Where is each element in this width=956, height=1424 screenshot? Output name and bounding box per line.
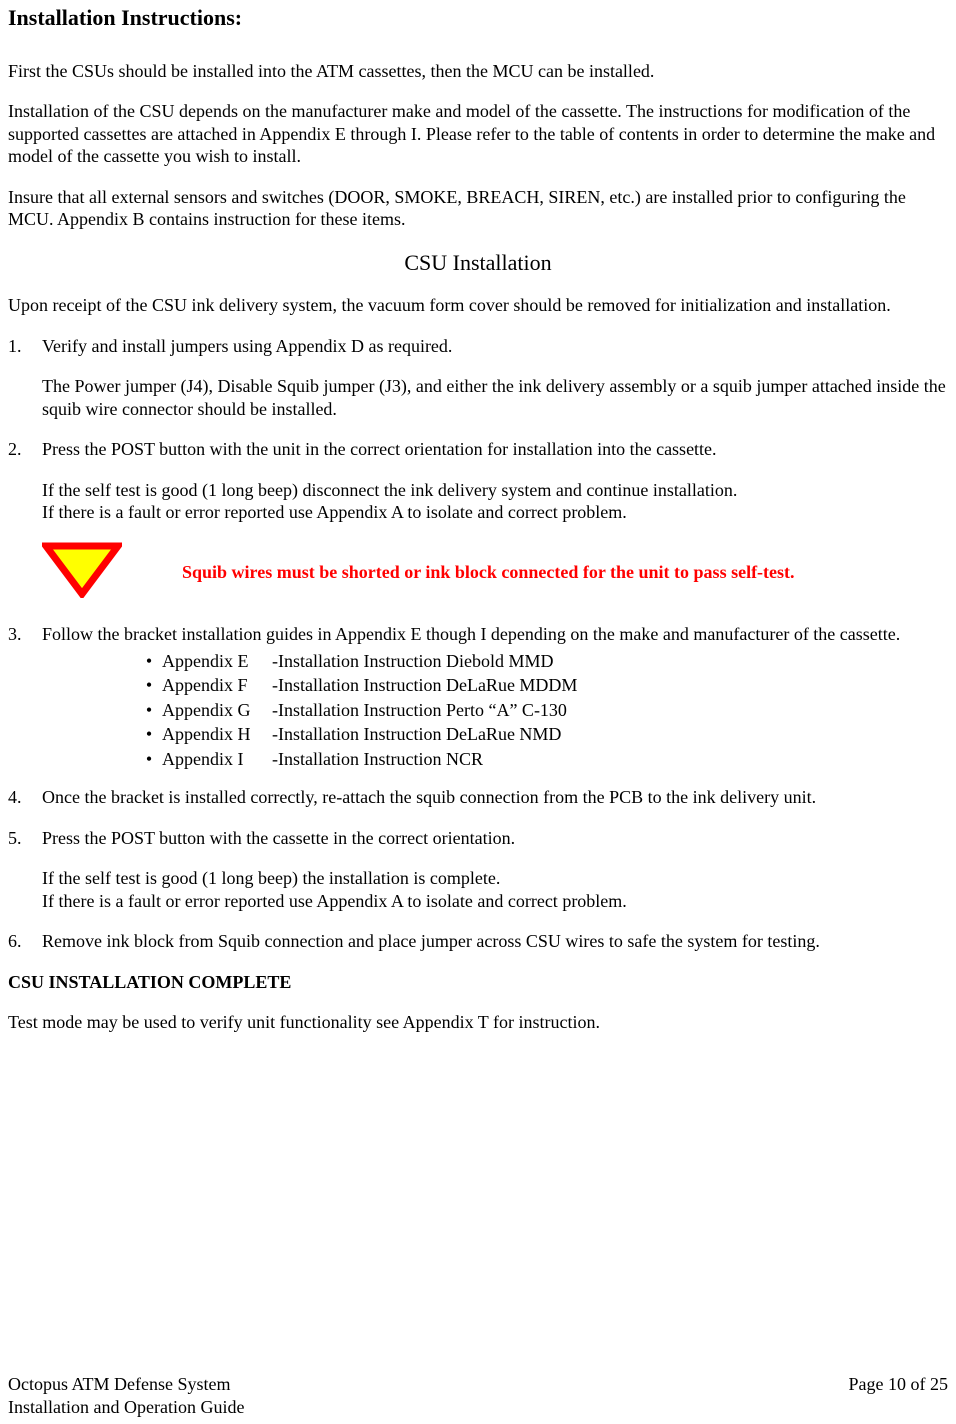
step-subtext: If the self test is good (1 long beep) t… [42, 867, 948, 890]
installation-complete: CSU INSTALLATION COMPLETE [8, 971, 948, 994]
step-6: 6. Remove ink block from Squib connectio… [8, 930, 948, 953]
appendix-label: Appendix G [162, 699, 272, 722]
step-number: 3. [8, 623, 42, 646]
step-number: 2. [8, 438, 42, 524]
footer-left: Octopus ATM Defense System Installation … [8, 1373, 244, 1418]
step-subtext: If there is a fault or error reported us… [42, 501, 948, 524]
footer-page-number: Page 10 of 25 [849, 1373, 948, 1418]
warning-callout: Squib wires must be shorted or ink block… [42, 542, 948, 604]
warning-triangle-icon [42, 542, 122, 604]
step-3: 3. Follow the bracket installation guide… [8, 623, 948, 646]
csu-intro: Upon receipt of the CSU ink delivery sys… [8, 294, 948, 317]
page-footer: Octopus ATM Defense System Installation … [8, 1373, 948, 1418]
step-subtext: If the self test is good (1 long beep) d… [42, 479, 948, 502]
step-text: Press the POST button with the cassette … [42, 827, 948, 850]
footer-doc-title: Octopus ATM Defense System [8, 1373, 244, 1396]
step-text: Remove ink block from Squib connection a… [42, 930, 948, 953]
step-body: Follow the bracket installation guides i… [42, 623, 948, 646]
step-subtext: If there is a fault or error reported us… [42, 890, 948, 913]
step-body: Verify and install jumpers using Appendi… [42, 335, 948, 421]
step-body: Press the POST button with the unit in t… [42, 438, 948, 524]
step-subtext: The Power jumper (J4), Disable Squib jum… [42, 375, 948, 420]
step-text: Once the bracket is installed correctly,… [42, 786, 948, 809]
step-number: 1. [8, 335, 42, 421]
step-4: 4. Once the bracket is installed correct… [8, 786, 948, 809]
appendix-item: •Appendix G-Installation Instruction Per… [136, 699, 948, 722]
intro-paragraph: Insure that all external sensors and swi… [8, 186, 948, 231]
appendix-item: •Appendix E-Installation Instruction Die… [136, 650, 948, 673]
step-number: 5. [8, 827, 42, 913]
appendix-label: Appendix E [162, 650, 272, 673]
warning-text: Squib wires must be shorted or ink block… [182, 561, 795, 584]
intro-paragraph: Installation of the CSU depends on the m… [8, 100, 948, 168]
appendix-label: Appendix I [162, 748, 272, 771]
appendix-label: Appendix F [162, 674, 272, 697]
step-5: 5. Press the POST button with the casset… [8, 827, 948, 913]
appendix-item: •Appendix H-Installation Instruction DeL… [136, 723, 948, 746]
step-1: 1. Verify and install jumpers using Appe… [8, 335, 948, 421]
bullet-icon: • [136, 748, 162, 771]
appendix-desc: -Installation Instruction DeLaRue MDDM [272, 674, 577, 697]
intro-paragraph: First the CSUs should be installed into … [8, 60, 948, 83]
appendix-desc: -Installation Instruction Diebold MMD [272, 650, 553, 673]
appendix-item: •Appendix I-Installation Instruction NCR [136, 748, 948, 771]
step-body: Once the bracket is installed correctly,… [42, 786, 948, 809]
appendix-list: •Appendix E-Installation Instruction Die… [136, 650, 948, 771]
page-title: Installation Instructions: [8, 4, 948, 32]
appendix-desc: -Installation Instruction NCR [272, 748, 483, 771]
bullet-icon: • [136, 650, 162, 673]
step-body: Remove ink block from Squib connection a… [42, 930, 948, 953]
bullet-icon: • [136, 699, 162, 722]
step-text: Press the POST button with the unit in t… [42, 438, 948, 461]
appendix-desc: -Installation Instruction DeLaRue NMD [272, 723, 561, 746]
step-number: 6. [8, 930, 42, 953]
page: Installation Instructions: First the CSU… [0, 0, 956, 1424]
section-heading: CSU Installation [8, 249, 948, 277]
step-text: Verify and install jumpers using Appendi… [42, 335, 948, 358]
bullet-icon: • [136, 674, 162, 697]
step-body: Press the POST button with the cassette … [42, 827, 948, 913]
footer-doc-subtitle: Installation and Operation Guide [8, 1396, 244, 1419]
step-number: 4. [8, 786, 42, 809]
step-2: 2. Press the POST button with the unit i… [8, 438, 948, 524]
test-mode-note: Test mode may be used to verify unit fun… [8, 1011, 948, 1034]
appendix-item: •Appendix F-Installation Instruction DeL… [136, 674, 948, 697]
bullet-icon: • [136, 723, 162, 746]
appendix-label: Appendix H [162, 723, 272, 746]
step-text: Follow the bracket installation guides i… [42, 623, 948, 646]
appendix-desc: -Installation Instruction Perto “A” C-13… [272, 699, 567, 722]
